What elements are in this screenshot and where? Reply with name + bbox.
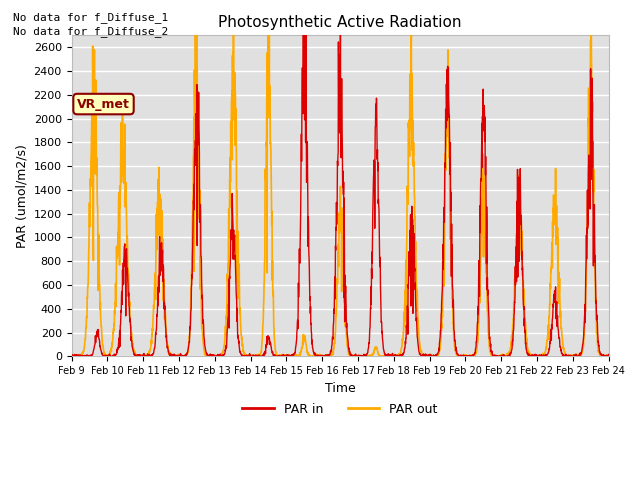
X-axis label: Time: Time — [324, 382, 355, 395]
Text: No data for f_Diffuse_2: No data for f_Diffuse_2 — [13, 26, 168, 37]
Legend: PAR in, PAR out: PAR in, PAR out — [237, 398, 443, 420]
Y-axis label: PAR (umol/m2/s): PAR (umol/m2/s) — [15, 144, 28, 248]
Text: No data for f_Diffuse_1: No data for f_Diffuse_1 — [13, 12, 168, 23]
Text: VR_met: VR_met — [77, 97, 130, 110]
Title: Photosynthetic Active Radiation: Photosynthetic Active Radiation — [218, 15, 462, 30]
